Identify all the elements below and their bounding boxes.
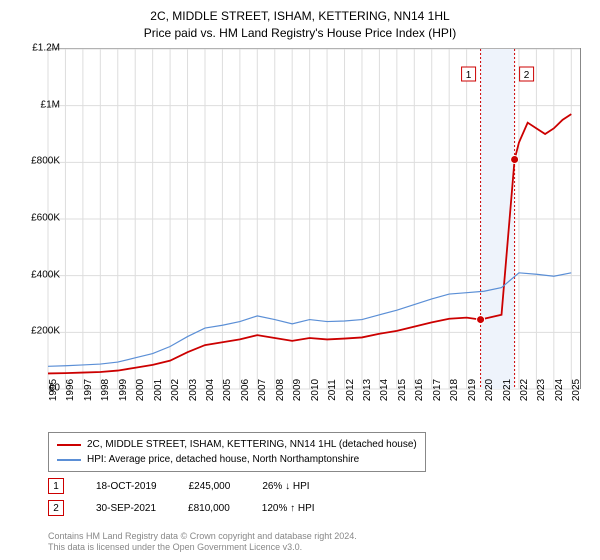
legend-item: HPI: Average price, detached house, Nort…	[57, 452, 417, 467]
marker-date: 30-SEP-2021	[96, 503, 156, 514]
xtick-label: 2013	[362, 379, 373, 401]
marker-pct: 26% ↓ HPI	[262, 481, 309, 492]
xtick-label: 2007	[257, 379, 268, 401]
xtick-label: 2001	[153, 379, 164, 401]
xtick-label: 2025	[571, 379, 582, 401]
svg-text:2: 2	[524, 70, 530, 81]
plot-svg: 12	[48, 49, 580, 389]
plot-area: 12	[48, 48, 581, 389]
chart-container: 2C, MIDDLE STREET, ISHAM, KETTERING, NN1…	[0, 0, 600, 560]
marker-row: 2 30-SEP-2021 £810,000 120% ↑ HPI	[48, 500, 315, 516]
xtick-label: 2016	[414, 379, 425, 401]
xtick-label: 2024	[554, 379, 565, 401]
xtick-label: 2023	[536, 379, 547, 401]
xtick-label: 2004	[205, 379, 216, 401]
xtick-label: 2017	[432, 379, 443, 401]
xtick-label: 2009	[292, 379, 303, 401]
ytick-label: £400K	[31, 269, 60, 280]
xtick-label: 2021	[502, 379, 513, 401]
legend-label: 2C, MIDDLE STREET, ISHAM, KETTERING, NN1…	[87, 437, 417, 452]
xtick-label: 2003	[188, 379, 199, 401]
legend-swatch	[57, 459, 81, 461]
marker-price: £810,000	[188, 503, 230, 514]
xtick-label: 2011	[327, 379, 338, 401]
legend-item: 2C, MIDDLE STREET, ISHAM, KETTERING, NN1…	[57, 437, 417, 452]
ytick-label: £200K	[31, 326, 60, 337]
xtick-label: 1997	[83, 379, 94, 401]
xtick-label: 1996	[65, 379, 76, 401]
xtick-label: 1995	[48, 379, 59, 401]
chart-title: 2C, MIDDLE STREET, ISHAM, KETTERING, NN1…	[0, 0, 600, 42]
svg-text:1: 1	[466, 70, 472, 81]
xtick-label: 2002	[170, 379, 181, 401]
ytick-label: £600K	[31, 213, 60, 224]
title-line2: Price paid vs. HM Land Registry's House …	[0, 25, 600, 42]
legend-label: HPI: Average price, detached house, Nort…	[87, 452, 359, 467]
marker-badge: 2	[48, 500, 64, 516]
xtick-label: 1998	[100, 379, 111, 401]
ytick-label: £1.2M	[32, 43, 60, 54]
title-line1: 2C, MIDDLE STREET, ISHAM, KETTERING, NN1…	[0, 8, 600, 25]
xtick-label: 2019	[467, 379, 478, 401]
xtick-label: 2010	[310, 379, 321, 401]
xtick-label: 2000	[135, 379, 146, 401]
xtick-label: 2006	[240, 379, 251, 401]
legend-swatch	[57, 444, 81, 446]
xtick-label: 2012	[345, 379, 356, 401]
xtick-label: 2014	[379, 379, 390, 401]
xtick-label: 2022	[519, 379, 530, 401]
xtick-label: 2008	[275, 379, 286, 401]
marker-pct: 120% ↑ HPI	[262, 503, 315, 514]
footer-attribution: Contains HM Land Registry data © Crown c…	[48, 531, 357, 554]
legend: 2C, MIDDLE STREET, ISHAM, KETTERING, NN1…	[48, 432, 426, 472]
ytick-label: £800K	[31, 156, 60, 167]
xtick-label: 2020	[484, 379, 495, 401]
marker-badge: 1	[48, 478, 64, 494]
xtick-label: 2018	[449, 379, 460, 401]
marker-price: £245,000	[189, 481, 231, 492]
ytick-label: £1M	[41, 99, 60, 110]
marker-row: 1 18-OCT-2019 £245,000 26% ↓ HPI	[48, 478, 310, 494]
xtick-label: 2005	[222, 379, 233, 401]
marker-date: 18-OCT-2019	[96, 481, 157, 492]
xtick-label: 2015	[397, 379, 408, 401]
xtick-label: 1999	[118, 379, 129, 401]
